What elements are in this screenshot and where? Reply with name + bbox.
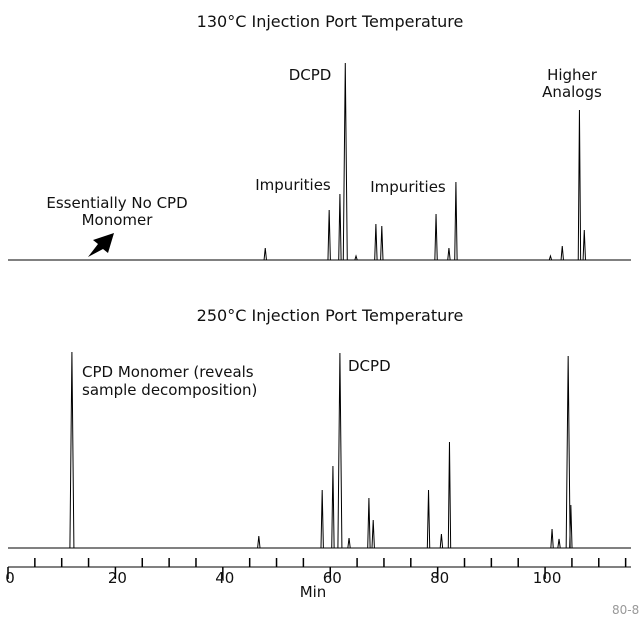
- x-tick-label: 100: [533, 569, 562, 587]
- arrow: [88, 233, 114, 257]
- chart-title: 130°C Injection Port Temperature: [197, 12, 464, 31]
- peak: [354, 254, 358, 261]
- x-tick-label: 80: [430, 569, 449, 587]
- peak: [557, 538, 561, 549]
- peak: [550, 528, 554, 549]
- peak: [338, 193, 342, 261]
- peak: [69, 351, 75, 549]
- peak: [560, 245, 564, 261]
- annotation: DCPD: [289, 66, 332, 84]
- peak: [447, 441, 452, 549]
- peak: [331, 465, 335, 549]
- x-tick-label: 60: [323, 569, 342, 587]
- annotation: Higher: [547, 66, 598, 84]
- peak: [371, 519, 375, 549]
- annotation: Essentially No CPD: [46, 194, 187, 212]
- annotation: Impurities: [370, 178, 446, 196]
- peak: [367, 497, 371, 549]
- annotation: Analogs: [542, 83, 602, 101]
- peak: [337, 352, 343, 549]
- annotation: Impurities: [255, 176, 331, 194]
- peak: [374, 223, 378, 261]
- x-tick-label: 40: [215, 569, 234, 587]
- peak: [434, 213, 438, 261]
- peak: [263, 247, 267, 261]
- peak: [569, 504, 573, 549]
- peak: [548, 254, 553, 261]
- peak: [582, 229, 586, 261]
- peak: [439, 533, 444, 549]
- peak: [426, 489, 431, 549]
- chart-title: 250°C Injection Port Temperature: [197, 306, 464, 325]
- peak: [565, 355, 571, 549]
- peak: [447, 247, 451, 261]
- x-axis-label: Min: [300, 583, 327, 601]
- annotation: CPD Monomer (reveals: [82, 363, 254, 381]
- annotation: DCPD: [348, 357, 391, 375]
- annotation: Monomer: [82, 211, 154, 229]
- annotation: sample decomposition): [82, 381, 257, 399]
- x-tick-label: 0: [5, 569, 15, 587]
- peak: [454, 181, 458, 261]
- peak: [327, 209, 331, 261]
- x-tick-label: 20: [108, 569, 127, 587]
- peak: [380, 225, 384, 261]
- peak: [347, 537, 351, 549]
- figure-code: 80-8: [612, 603, 639, 617]
- peak: [257, 535, 261, 549]
- peak: [577, 109, 582, 261]
- peak: [342, 62, 348, 261]
- peak: [320, 489, 324, 549]
